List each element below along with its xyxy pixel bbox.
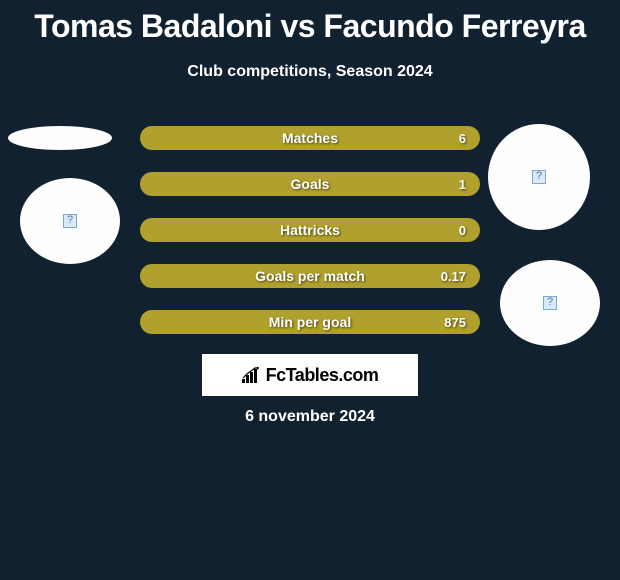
page-subtitle: Club competitions, Season 2024 [0, 63, 620, 81]
player-avatar-left [20, 178, 120, 264]
player-avatar-right-bottom [500, 260, 600, 346]
decorative-ellipse [8, 126, 112, 150]
stat-label: Hattricks [280, 222, 340, 238]
image-placeholder-icon [532, 170, 546, 184]
stat-value: 1 [459, 177, 466, 192]
stat-row-min-per-goal: Min per goal 875 [140, 310, 480, 334]
stat-row-matches: Matches 6 [140, 126, 480, 150]
stat-row-goals: Goals 1 [140, 172, 480, 196]
player-avatar-right-top [488, 124, 590, 230]
stat-value: 0 [459, 223, 466, 238]
stat-label: Goals [291, 176, 330, 192]
brand-box: FcTables.com [202, 354, 418, 396]
stat-label: Matches [282, 130, 338, 146]
footer-date: 6 november 2024 [0, 408, 620, 426]
stat-label: Goals per match [255, 268, 365, 284]
stat-value: 875 [444, 315, 466, 330]
stat-row-hattricks: Hattricks 0 [140, 218, 480, 242]
stat-label: Min per goal [269, 314, 351, 330]
stats-container: Matches 6 Goals 1 Hattricks 0 Goals per … [140, 126, 480, 356]
brand-text: FcTables.com [266, 365, 379, 386]
stat-row-goals-per-match: Goals per match 0.17 [140, 264, 480, 288]
image-placeholder-icon [63, 214, 77, 228]
image-placeholder-icon [543, 296, 557, 310]
brand-bars-icon [242, 367, 262, 383]
page-title: Tomas Badaloni vs Facundo Ferreyra [0, 0, 620, 45]
stat-value: 0.17 [441, 269, 466, 284]
stat-value: 6 [459, 131, 466, 146]
